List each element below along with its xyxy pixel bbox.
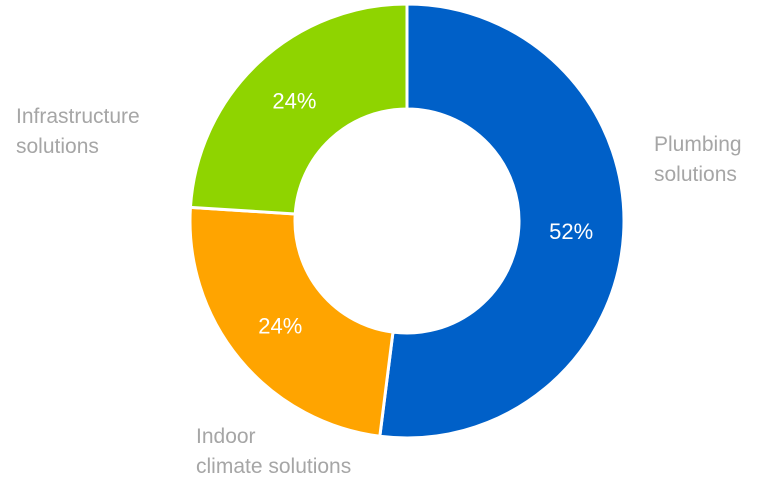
slice-label-line: Plumbing: [654, 133, 742, 156]
slice-infrastructure-solutions: [188, 2, 409, 216]
slice-label-indoor-climate-solutions: Indoor climate solutions: [196, 422, 351, 482]
slice-label-line: Infrastructure: [16, 105, 140, 128]
slice-plumbing-solutions: [378, 2, 626, 440]
slice-label-line: solutions: [654, 163, 737, 186]
value-labels-group: 52% 24% 24%: [258, 89, 593, 339]
slice-value-label: 24%: [272, 89, 316, 114]
slice-label-plumbing-solutions: Plumbing solutions: [654, 130, 742, 190]
slice-indoor-climate-solutions: [188, 205, 395, 438]
slice-value-label: 24%: [258, 313, 302, 338]
slice-value-label: 52%: [549, 219, 593, 244]
slice-label-line: solutions: [16, 135, 99, 158]
slice-label-line: Indoor: [196, 425, 256, 448]
slice-label-infrastructure-solutions: Infrastructure solutions: [16, 102, 140, 162]
slice-label-line: climate solutions: [196, 455, 352, 478]
slices-group: [188, 2, 626, 440]
